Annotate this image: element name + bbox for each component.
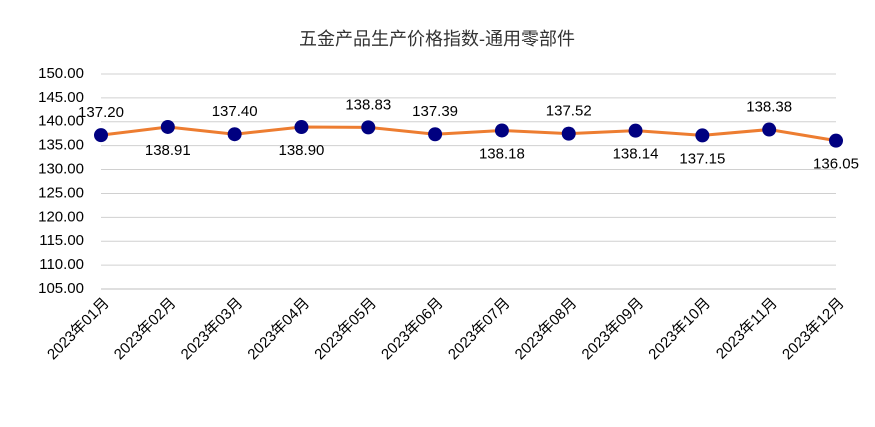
data-label: 138.91 [145,142,191,159]
x-tick-label: 2023年11月 [713,295,781,363]
marker [494,123,509,138]
data-label: 137.15 [679,150,725,167]
data-label: 138.18 [479,145,525,162]
data-label: 137.52 [546,103,592,120]
marker [561,126,576,141]
y-tick-label: 105.00 [38,280,84,297]
y-tick-label: 150.00 [38,65,84,82]
marker [628,123,643,138]
x-tick-label: 2023年01月 [44,295,113,364]
y-tick-label: 115.00 [39,232,84,249]
x-tick-label: 2023年05月 [311,295,380,364]
data-label: 136.05 [813,156,859,173]
data-label: 138.38 [746,98,792,115]
data-label: 137.20 [78,104,124,121]
y-tick-label: 145.00 [38,89,84,106]
data-label: 138.90 [279,142,325,159]
y-tick-label: 125.00 [38,184,84,201]
data-label: 137.40 [212,103,258,120]
data-label: 138.14 [613,146,659,163]
x-tick-label: 2023年04月 [244,295,313,364]
chart-title: 五金产品生产价格指数-通用零部件 [299,29,575,50]
data-label: 137.39 [412,103,458,120]
x-tick-label: 2023年12月 [779,295,848,364]
marker [829,133,843,148]
marker [361,120,376,135]
marker [428,127,443,142]
marker [227,127,242,142]
x-tick-label: 2023年07月 [445,295,514,364]
marker [160,119,175,134]
x-tick-label: 2023年06月 [378,295,447,364]
marker [695,128,710,143]
x-tick-label: 2023年08月 [512,295,581,364]
marker [762,122,777,137]
x-tick-label: 2023年09月 [579,295,648,364]
y-tick-label: 140.00 [38,113,84,130]
y-tick-label: 135.00 [38,137,84,154]
y-tick-label: 130.00 [38,161,84,178]
marker [94,128,108,143]
line [100,125,837,143]
x-tick-label: 2023年10月 [645,295,714,364]
y-tick-label: 120.00 [38,208,84,225]
y-tick-label: 110.00 [39,256,84,273]
marker [294,120,309,135]
x-tick-label: 2023年03月 [178,295,247,364]
x-tick-label: 2023年02月 [111,295,180,364]
data-label: 138.83 [345,96,391,113]
